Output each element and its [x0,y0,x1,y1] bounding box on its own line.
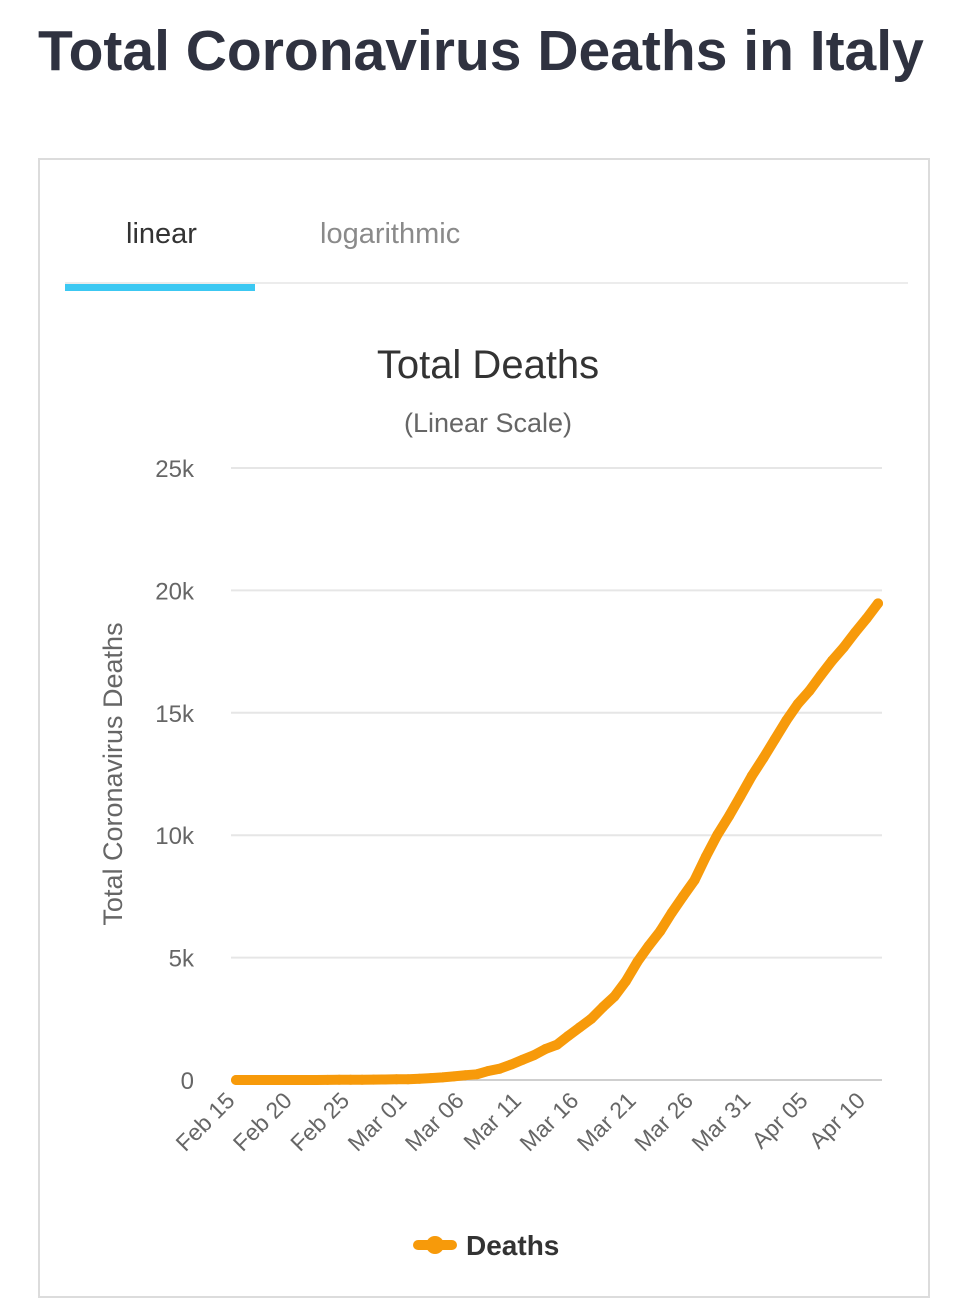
data-point[interactable] [597,1002,608,1013]
data-point[interactable] [827,655,838,666]
tab-divider [65,282,908,284]
data-point[interactable] [368,1074,379,1085]
page-title: Total Coronavirus Deaths in Italy [38,19,924,83]
chart-title: Total Deaths [377,343,599,387]
data-point[interactable] [322,1074,333,1085]
y-tick-label: 5k [169,946,195,973]
legend-label-deaths: Deaths [466,1230,559,1261]
grid-lines [231,467,882,1081]
legend-marker-swatch [426,1236,444,1254]
x-tick-label: Mar 26 [629,1087,698,1156]
data-point[interactable] [334,1074,345,1085]
tab-linear[interactable]: linear [126,218,197,250]
data-point[interactable] [403,1074,413,1085]
data-point[interactable] [758,753,769,763]
data-point[interactable] [746,770,757,781]
data-point[interactable] [574,1022,585,1033]
data-point[interactable] [724,811,734,822]
data-point[interactable] [345,1074,356,1085]
data-point[interactable] [769,734,780,745]
data-point[interactable] [471,1069,482,1080]
data-point[interactable] [643,940,654,951]
data-point[interactable] [678,891,689,902]
x-tick-label: Mar 31 [686,1087,755,1156]
y-tick-label: 0 [181,1068,194,1095]
x-tick-label: Mar 11 [458,1087,526,1155]
data-point[interactable] [792,698,803,709]
data-point[interactable] [380,1074,390,1085]
x-tick-label: Mar 16 [514,1087,583,1156]
data-point[interactable] [506,1059,517,1070]
data-point[interactable] [276,1075,287,1085]
data-point[interactable] [448,1071,459,1082]
data-point[interactable] [873,598,883,609]
x-tick-label: Apr 10 [804,1087,870,1153]
data-point[interactable] [391,1074,402,1085]
active-tab-indicator [65,284,255,291]
y-tick-label: 20k [155,578,195,605]
data-point[interactable] [838,642,849,653]
y-tick-labels: 0 5k 10k 15k 20k 25k [155,456,195,1095]
data-point[interactable] [804,686,815,697]
data-point[interactable] [288,1075,299,1085]
y-tick-label: 25k [155,456,195,483]
data-point[interactable] [735,791,746,802]
data-point[interactable] [253,1075,264,1085]
data-point[interactable] [586,1013,597,1024]
chart-legend[interactable]: Deaths [413,1230,559,1261]
data-point[interactable] [632,956,643,967]
x-tick-label: Apr 05 [746,1087,812,1153]
x-tick-label: Mar 01 [342,1087,411,1156]
data-point[interactable] [620,976,631,987]
data-point[interactable] [517,1054,528,1065]
data-point[interactable] [850,627,861,638]
data-point[interactable] [494,1063,505,1074]
x-tick-label: Feb 25 [285,1087,354,1156]
data-point[interactable] [231,1075,241,1085]
deaths-line-chart: Total Deaths (Linear Scale) Total Corona… [98,343,883,1261]
tab-logarithmic[interactable]: logarithmic [320,218,461,250]
data-point[interactable] [655,926,666,937]
series-layer [231,598,883,1085]
x-tick-label: Feb 15 [171,1087,240,1156]
data-point[interactable] [563,1030,574,1041]
data-point[interactable] [712,829,723,840]
data-point[interactable] [357,1074,368,1085]
series-line-deaths[interactable] [231,598,883,1085]
scale-tabs: linear logarithmic [40,160,928,291]
data-point[interactable] [425,1073,436,1084]
data-point[interactable] [414,1073,425,1084]
chart-card: linear logarithmic Total Deaths (Linear … [38,158,930,1298]
data-point[interactable] [540,1044,551,1054]
x-tick-label: Feb 20 [228,1087,297,1156]
data-point[interactable] [265,1075,276,1085]
x-tick-label: Mar 21 [572,1087,641,1156]
data-point[interactable] [529,1050,540,1061]
data-point[interactable] [861,613,872,624]
chart-subtitle: (Linear Scale) [404,408,572,438]
data-point[interactable] [689,875,700,886]
data-point[interactable] [666,908,677,918]
data-point[interactable] [311,1075,322,1085]
data-point[interactable] [781,715,792,726]
data-point[interactable] [242,1075,253,1085]
data-point[interactable] [483,1066,494,1076]
data-point[interactable] [552,1039,562,1050]
y-tick-label: 10k [155,823,195,850]
data-point[interactable] [299,1075,310,1085]
y-axis-label: Total Coronavirus Deaths [98,622,128,925]
data-point[interactable] [701,851,711,862]
x-tick-label: Mar 06 [400,1087,469,1156]
data-point[interactable] [609,991,620,1002]
data-point[interactable] [460,1070,471,1081]
data-point[interactable] [815,670,826,681]
data-point[interactable] [437,1072,448,1083]
y-tick-label: 15k [155,701,195,728]
